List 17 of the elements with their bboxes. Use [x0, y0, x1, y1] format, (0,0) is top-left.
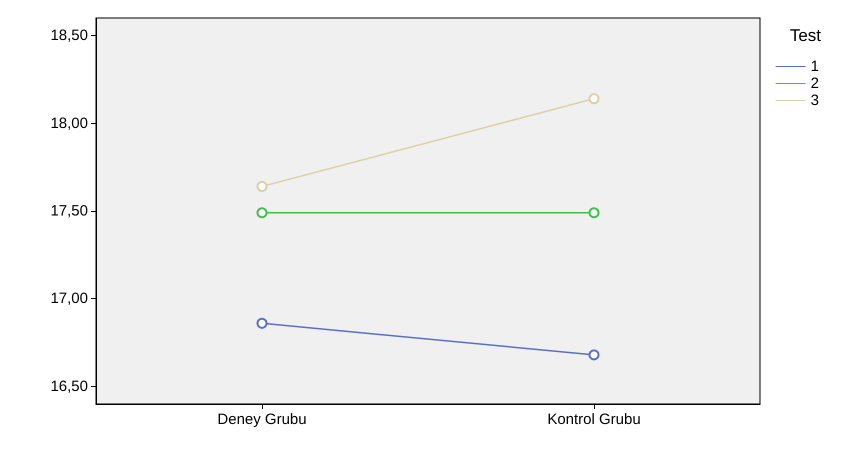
legend-label: 2 — [810, 75, 819, 92]
point — [588, 93, 600, 104]
y-tick-label: 18,00 — [50, 114, 88, 132]
y-tick-label: 16,50 — [50, 378, 88, 395]
y-tick-label: 18,50 — [50, 27, 88, 44]
y-tick-label: 17,50 — [50, 202, 88, 220]
x-tick-label: Kontrol Grubu — [547, 411, 641, 428]
legend-label: 3 — [810, 92, 819, 109]
point — [256, 318, 268, 329]
point — [588, 349, 600, 360]
point — [256, 207, 268, 218]
legend-label: 1 — [810, 58, 819, 75]
legend-title: Test — [790, 26, 822, 45]
y-tick-label: 17,00 — [50, 290, 88, 308]
x-tick-label: Deney Grubu — [217, 411, 307, 428]
point — [256, 180, 268, 192]
point — [588, 207, 600, 218]
